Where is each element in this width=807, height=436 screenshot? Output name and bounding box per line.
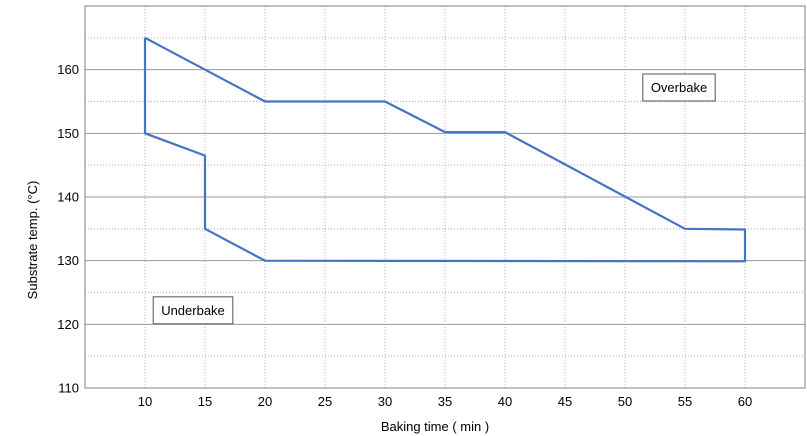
y-tick-label: 130	[57, 253, 79, 268]
x-tick-label: 35	[438, 394, 452, 409]
x-axis-title: Baking time ( min )	[381, 419, 489, 434]
annotation-box	[152, 296, 234, 325]
annotation-text: Underbake	[161, 303, 225, 318]
annotations: Overbake Underbake	[152, 73, 716, 325]
x-tick-label: 30	[378, 394, 392, 409]
annotation-text: Overbake	[651, 80, 707, 95]
x-tick-label: 60	[738, 394, 752, 409]
x-tick-label: 10	[138, 394, 152, 409]
x-tick-label: 45	[558, 394, 572, 409]
y-tick-label: 160	[57, 62, 79, 77]
y-tick-label: 120	[57, 317, 79, 332]
x-tick-label: 15	[198, 394, 212, 409]
x-tick-label: 55	[678, 394, 692, 409]
y-tick-label: 110	[58, 381, 79, 396]
x-tick-label: 50	[618, 394, 632, 409]
annotation-box	[642, 73, 716, 102]
x-tick-label: 40	[498, 394, 512, 409]
y-tick-label: 150	[57, 126, 79, 141]
series-layer	[143, 36, 747, 263]
series-line-0	[143, 36, 747, 263]
y-axis-title: Substrate temp. (°C)	[25, 181, 40, 300]
plot-border	[84, 5, 806, 389]
annotation: Overbake	[642, 73, 716, 102]
tick-labels: 10 15 20 25 30 35 40 45 50 55 60 110 120 130 140 150 160	[57, 62, 752, 409]
x-tick-label: 25	[318, 394, 332, 409]
y-tick-label: 140	[57, 190, 79, 205]
x-tick-label: 20	[258, 394, 272, 409]
annotation: Underbake	[152, 296, 234, 325]
